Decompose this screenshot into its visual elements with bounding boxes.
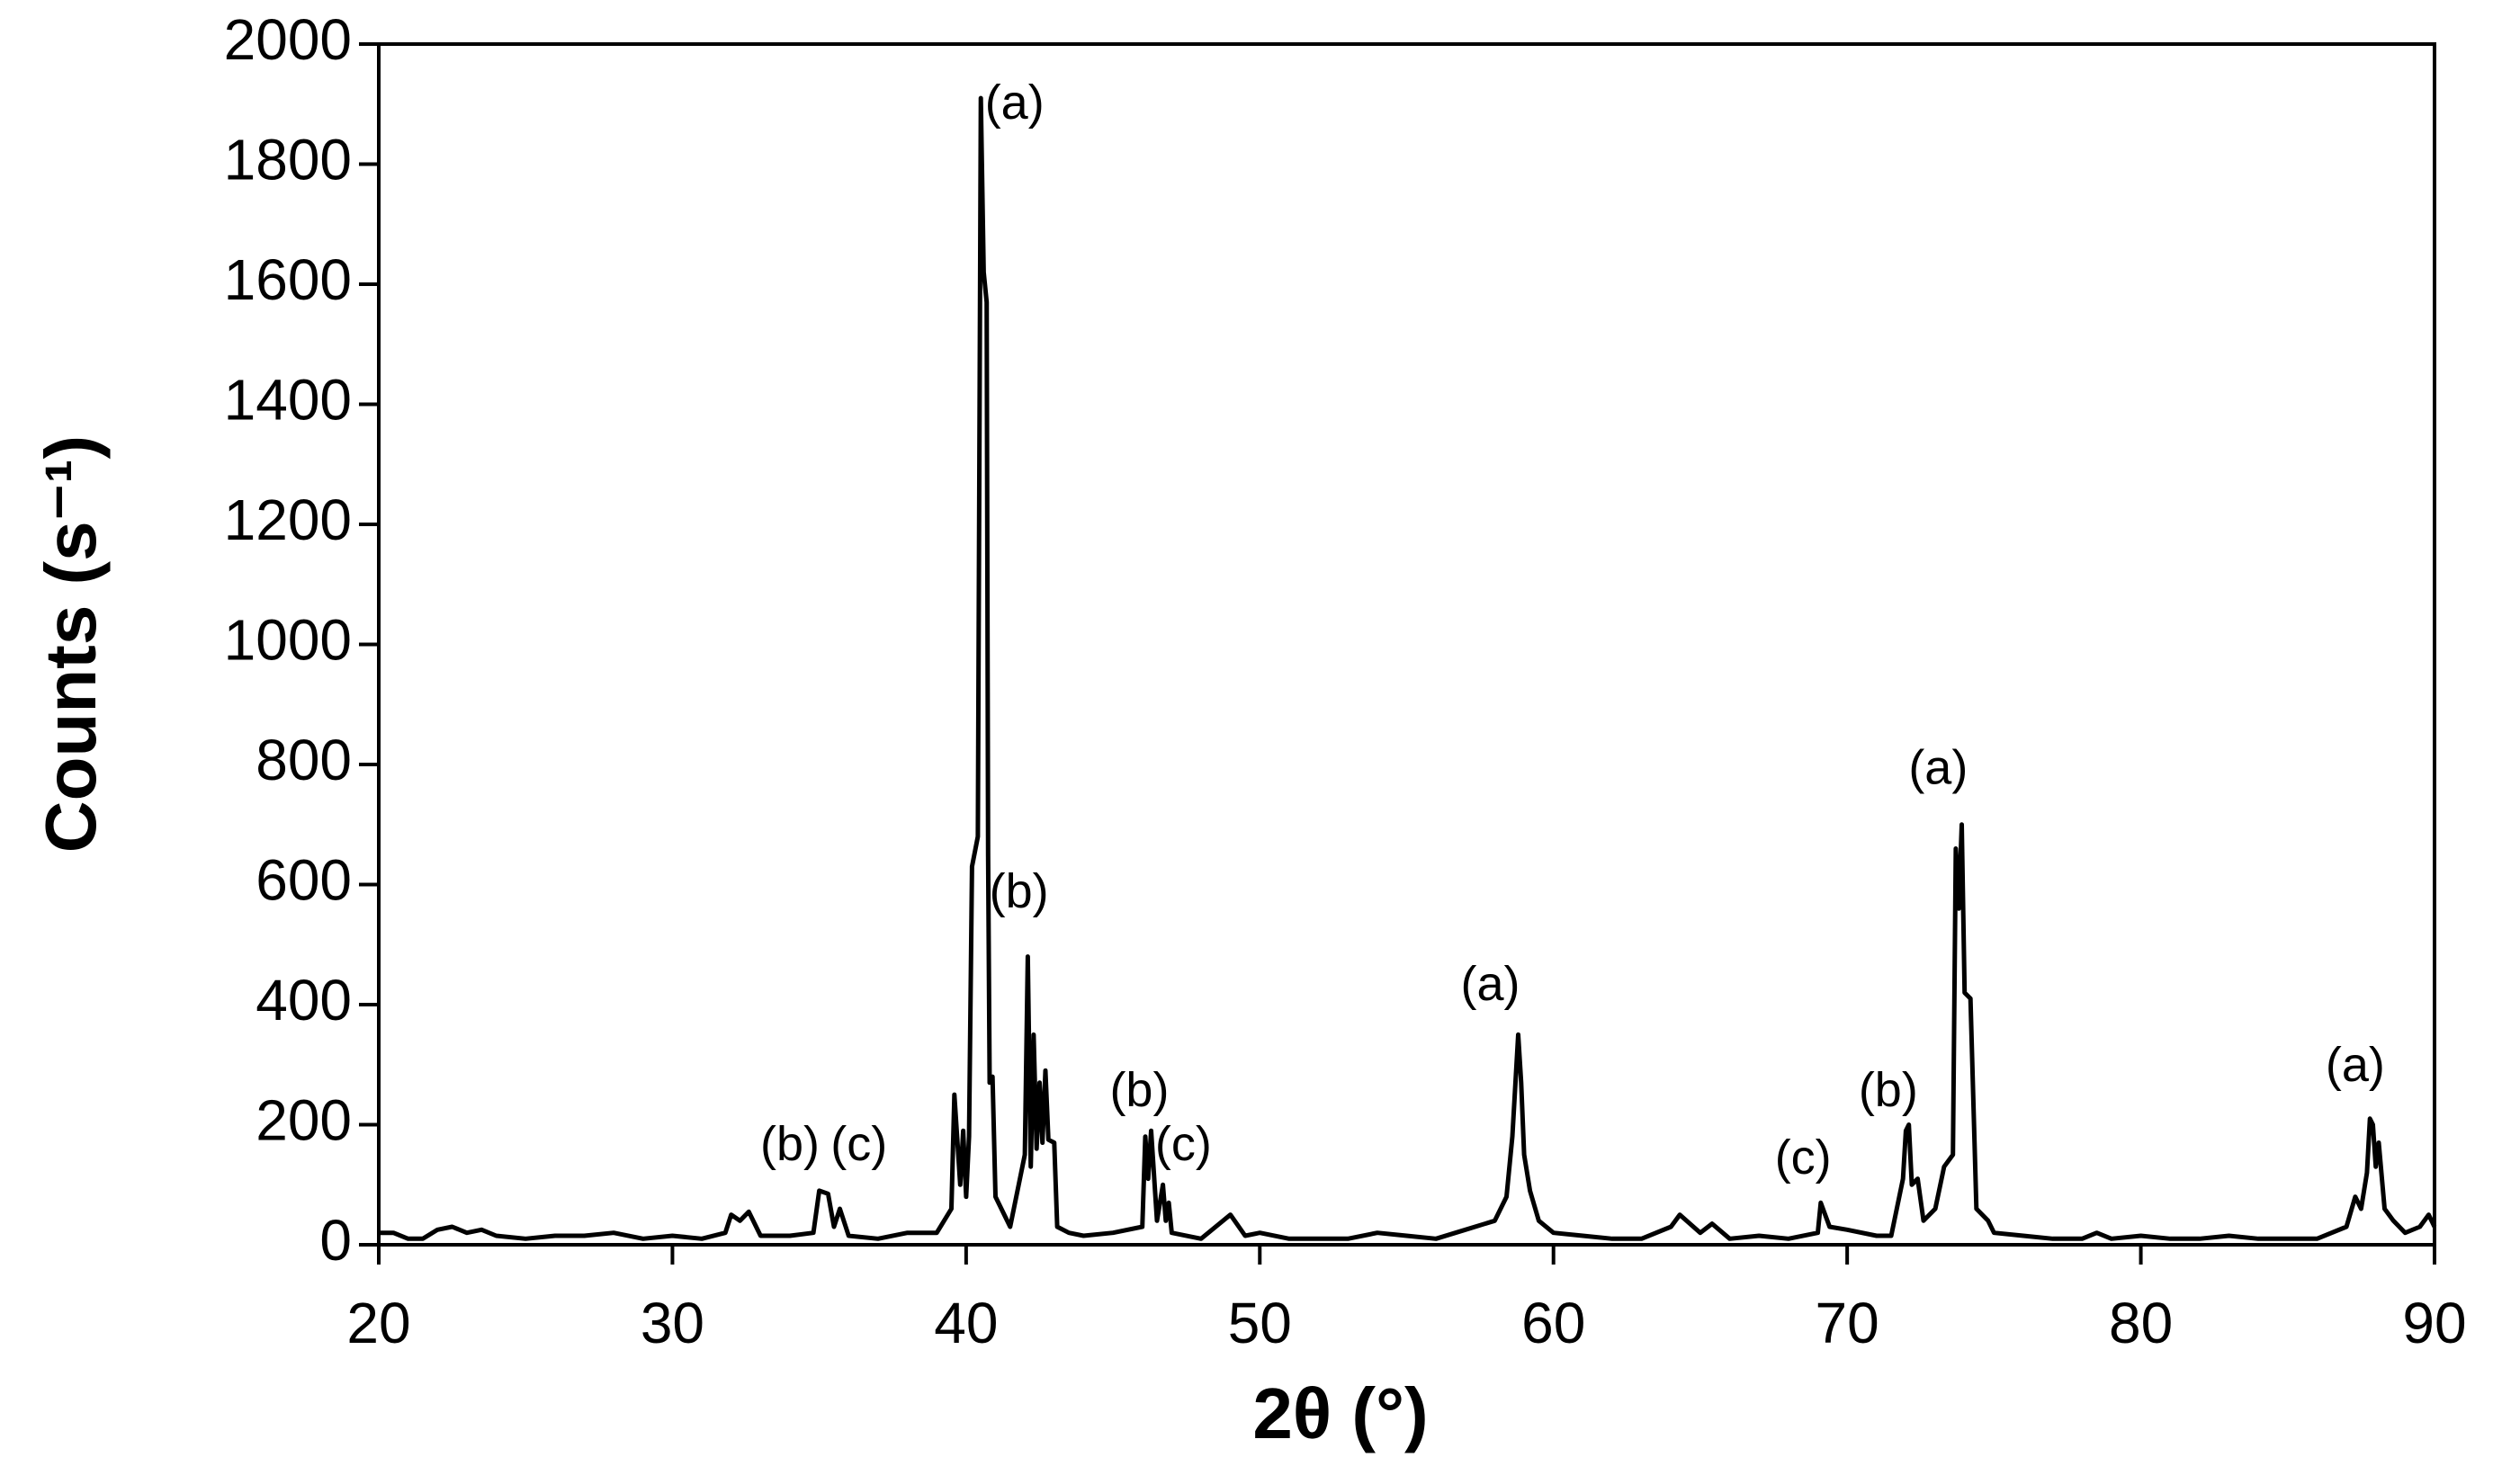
data-line xyxy=(379,95,2437,1241)
peak-annotation: (a) xyxy=(1461,957,1520,1011)
x-axis-title: 2θ (°) xyxy=(1252,1373,1428,1453)
peak-annotation: (b) xyxy=(760,1117,820,1171)
x-tick-label: 60 xyxy=(1521,1291,1585,1355)
peak-annotation: (a) xyxy=(1908,741,1968,795)
y-tick-label: 0 xyxy=(319,1208,352,1273)
peak-annotation: (a) xyxy=(985,76,1045,130)
peak-annotation: (b) xyxy=(1109,1063,1169,1117)
y-tick-label: 1000 xyxy=(224,607,352,672)
x-tick-label: 20 xyxy=(346,1291,410,1355)
y-tick-label: 800 xyxy=(256,728,352,792)
peak-annotation: (b) xyxy=(1859,1063,1918,1117)
y-tick-label: 200 xyxy=(256,1087,352,1152)
peak-annotation: (c) xyxy=(830,1117,887,1171)
x-tick-label: 30 xyxy=(641,1291,704,1355)
y-tick-label: 1800 xyxy=(224,127,352,192)
x-tick-label: 90 xyxy=(2402,1291,2466,1355)
y-tick-label: 2000 xyxy=(224,7,352,72)
peak-annotation: (c) xyxy=(1155,1117,1212,1171)
y-tick-label: 1400 xyxy=(224,367,352,432)
y-tick-label: 600 xyxy=(256,847,352,912)
x-tick-label: 70 xyxy=(1816,1291,1879,1355)
peak-annotation: (b) xyxy=(990,864,1049,918)
peak-annotation: (a) xyxy=(2326,1038,2385,1092)
y-tick-label: 1200 xyxy=(224,487,352,552)
y-tick-label: 400 xyxy=(256,968,352,1033)
peak-annotation: (c) xyxy=(1775,1131,1832,1185)
y-tick-label: 1600 xyxy=(224,247,352,312)
x-tick-label: 40 xyxy=(934,1291,998,1355)
plot-frame xyxy=(377,42,2436,1247)
y-axis-title: Counts (s⁻¹) xyxy=(31,435,111,853)
x-tick-label: 50 xyxy=(1228,1291,1292,1355)
x-tick-label: 80 xyxy=(2109,1291,2173,1355)
